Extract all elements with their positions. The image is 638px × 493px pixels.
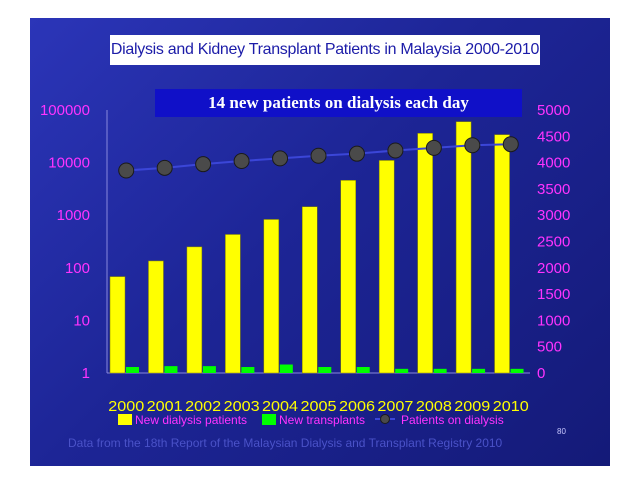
bar-new-transplants xyxy=(510,368,524,373)
bar-new-transplants xyxy=(356,367,370,373)
legend-swatch-new-transplants xyxy=(262,414,276,425)
bar-new-transplants xyxy=(126,367,139,373)
marker-patients-on-dialysis xyxy=(195,156,212,173)
y-left-tick-label: 100000 xyxy=(40,102,90,119)
y-right-tick-label: 4000 xyxy=(537,155,570,172)
y-left-tick-label: 10 xyxy=(73,312,90,329)
x-tick-label: 2009 xyxy=(454,398,490,415)
x-tick-label: 2002 xyxy=(185,398,221,415)
marker-patients-on-dialysis xyxy=(233,153,250,170)
bar-new-dialysis xyxy=(340,180,356,374)
bar-new-transplants xyxy=(279,364,293,373)
y-right-tick-label: 0 xyxy=(537,365,545,382)
y-right-tick-label: 1000 xyxy=(537,312,570,329)
marker-patients-on-dialysis xyxy=(310,147,327,164)
slide: 1 10 100 1000 10000 100000 0 500 1000 1500 2000 250… xyxy=(30,18,610,466)
x-tick-label: 2003 xyxy=(224,398,260,415)
marker-patients-on-dialysis xyxy=(118,162,135,179)
chart-title: Dialysis and Kidney Transplant Patients … xyxy=(110,35,540,65)
legend-swatch-new-dialysis xyxy=(118,414,132,425)
legend-label-new-dialysis: New dialysis patients xyxy=(135,413,247,427)
legend-marker-patients-on-dialysis xyxy=(380,414,390,424)
x-tick-label: 2010 xyxy=(493,398,529,415)
marker-patients-on-dialysis xyxy=(387,142,404,159)
marker-patients-on-dialysis xyxy=(156,159,173,176)
x-tick-label: 2006 xyxy=(339,398,375,415)
bar-new-dialysis xyxy=(225,234,241,374)
y-right-tick-label: 1500 xyxy=(537,286,570,303)
marker-patients-on-dialysis xyxy=(348,145,365,162)
x-tick-label: 2001 xyxy=(147,398,183,415)
bar-new-dialysis xyxy=(109,276,126,374)
y-right-tick-label: 2500 xyxy=(537,234,570,251)
y-right-tick-label: 2000 xyxy=(537,260,570,277)
x-tick-label: 2004 xyxy=(262,398,298,415)
y-right-tick-label: 3000 xyxy=(537,207,570,224)
marker-patients-on-dialysis xyxy=(502,136,519,153)
bar-new-dialysis xyxy=(186,246,203,374)
marker-patients-on-dialysis xyxy=(425,139,442,156)
bar-new-transplants xyxy=(395,368,409,373)
y-left-tick-label: 10000 xyxy=(48,155,90,172)
y-left-tick-label: 1 xyxy=(82,365,90,382)
x-tick-label: 2000 xyxy=(108,398,144,415)
bar-new-dialysis xyxy=(455,121,472,374)
bar-new-transplants xyxy=(318,367,332,373)
bar-new-dialysis xyxy=(302,206,318,374)
bar-new-dialysis xyxy=(148,260,164,374)
y-right-tick-label: 3500 xyxy=(537,181,570,198)
y-right-tick-label: 4500 xyxy=(537,128,570,145)
x-tick-label: 2005 xyxy=(301,398,337,415)
bar-new-dialysis xyxy=(417,133,433,374)
marker-patients-on-dialysis xyxy=(464,137,481,154)
y-left-tick-label: 1000 xyxy=(57,207,90,224)
bar-new-transplants xyxy=(241,367,255,373)
y-right-tick-label: 5000 xyxy=(537,102,570,119)
bar-new-transplants xyxy=(164,366,178,373)
footnote: Data from the 18th Report of the Malaysi… xyxy=(68,436,503,450)
bar-new-dialysis xyxy=(494,134,510,374)
x-tick-label: 2007 xyxy=(377,398,413,415)
annotation-banner: 14 new patients on dialysis each day xyxy=(155,89,522,117)
bar-new-transplants xyxy=(202,366,216,373)
chart: 1 10 100 1000 10000 100000 0 500 1000 1500 2000 250… xyxy=(40,102,570,427)
bar-new-dialysis xyxy=(378,160,395,374)
y-left-tick-label: 100 xyxy=(65,260,90,277)
legend-label-new-transplants: New transplants xyxy=(279,413,365,427)
slide-number: 80 xyxy=(557,427,566,436)
bar-new-transplants xyxy=(433,368,447,373)
x-tick-label: 2008 xyxy=(416,398,452,415)
marker-patients-on-dialysis xyxy=(272,150,289,167)
legend-label-patients-on-dialysis: Patients on dialysis xyxy=(401,413,504,427)
y-right-tick-label: 500 xyxy=(537,339,562,356)
bar-new-transplants xyxy=(472,368,486,373)
bar-new-dialysis xyxy=(263,219,280,374)
